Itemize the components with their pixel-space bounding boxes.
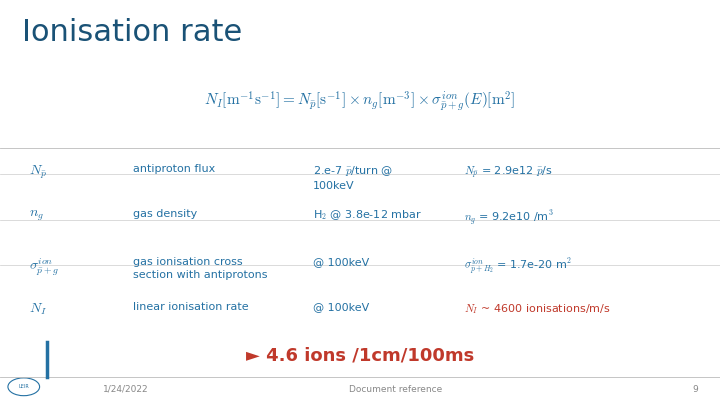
Text: gas density: gas density (133, 209, 197, 219)
Text: $\sigma^{ion}_{\bar{p}+g}$: $\sigma^{ion}_{\bar{p}+g}$ (29, 257, 59, 278)
Text: $N_I[\mathrm{m}^{-1}\mathrm{s}^{-1}] = N_{\bar{p}}[\mathrm{s}^{-1}] \times n_g[\: $N_I[\mathrm{m}^{-1}\mathrm{s}^{-1}] = N… (204, 89, 516, 113)
Text: $n_g$: $n_g$ (29, 209, 44, 223)
Text: linear ionisation rate: linear ionisation rate (133, 302, 249, 312)
Text: @ 100keV: @ 100keV (313, 257, 369, 267)
Text: 2.e-7 $\bar{p}$/turn @
100keV: 2.e-7 $\bar{p}$/turn @ 100keV (313, 164, 394, 191)
Text: ► 4.6 ions /1cm/100ms: ► 4.6 ions /1cm/100ms (246, 346, 474, 364)
Text: Ionisation rate: Ionisation rate (22, 18, 242, 47)
Text: antiproton flux: antiproton flux (133, 164, 215, 174)
Text: $\sigma^{ion}_{\bar{p}+H_2}$ = 1.7e-20 m$^2$: $\sigma^{ion}_{\bar{p}+H_2}$ = 1.7e-20 m… (464, 257, 572, 277)
Text: Document reference: Document reference (349, 385, 443, 394)
Text: gas ionisation cross
section with antiprotons: gas ionisation cross section with antipr… (133, 257, 268, 280)
Text: $N_{\bar{p}}$ = 2.9e12 $\bar{p}$/s: $N_{\bar{p}}$ = 2.9e12 $\bar{p}$/s (464, 164, 553, 181)
Text: 9: 9 (693, 385, 698, 394)
Text: $N_I$: $N_I$ (29, 302, 47, 317)
Text: $N_{\bar{p}}$: $N_{\bar{p}}$ (29, 164, 47, 181)
Text: $n_g$ = 9.2e10 /m$^3$: $n_g$ = 9.2e10 /m$^3$ (464, 209, 554, 228)
Text: H$_2$ @ 3.8e-12 mbar: H$_2$ @ 3.8e-12 mbar (313, 209, 422, 222)
Text: LEIR: LEIR (19, 384, 29, 389)
Text: 1/24/2022: 1/24/2022 (103, 385, 149, 394)
Text: @ 100keV: @ 100keV (313, 302, 369, 312)
Circle shape (8, 378, 40, 396)
Text: $N_I$ ~ 4600 ionisations/m/s: $N_I$ ~ 4600 ionisations/m/s (464, 302, 611, 315)
